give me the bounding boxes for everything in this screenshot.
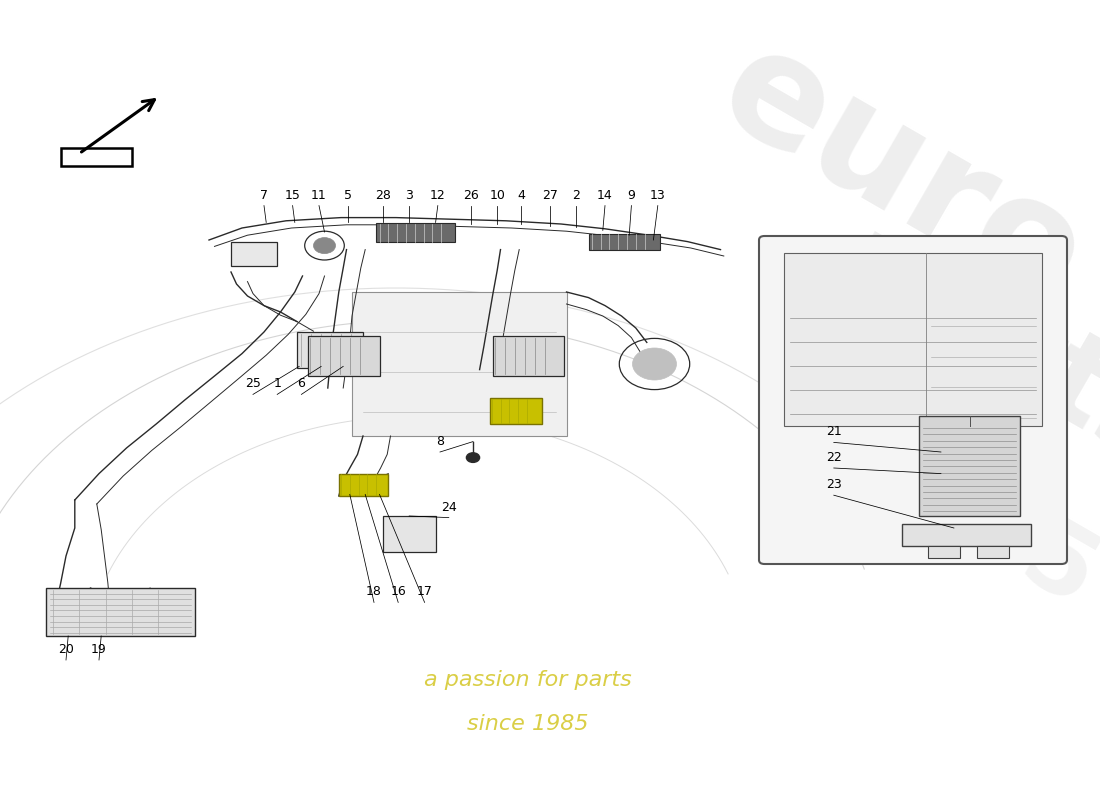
Text: 14: 14	[597, 189, 613, 202]
Text: 1: 1	[273, 378, 282, 390]
Text: a passion for parts: a passion for parts	[425, 670, 631, 690]
FancyBboxPatch shape	[308, 336, 380, 376]
FancyBboxPatch shape	[784, 253, 1042, 426]
Text: 8: 8	[436, 435, 444, 448]
FancyBboxPatch shape	[588, 234, 660, 250]
Circle shape	[466, 453, 480, 462]
Text: 11: 11	[311, 189, 327, 202]
FancyBboxPatch shape	[902, 524, 1031, 546]
FancyBboxPatch shape	[490, 398, 542, 424]
FancyBboxPatch shape	[339, 474, 388, 496]
FancyBboxPatch shape	[376, 223, 455, 242]
Text: 28: 28	[375, 189, 390, 202]
Text: 4: 4	[517, 189, 526, 202]
FancyBboxPatch shape	[297, 332, 363, 368]
Text: 17: 17	[417, 586, 432, 598]
Text: 12: 12	[430, 189, 446, 202]
FancyBboxPatch shape	[383, 516, 436, 552]
Text: 25: 25	[245, 378, 261, 390]
Text: 6: 6	[297, 378, 306, 390]
FancyBboxPatch shape	[918, 416, 1020, 516]
Circle shape	[632, 348, 676, 380]
Text: 21: 21	[826, 426, 842, 438]
FancyBboxPatch shape	[928, 546, 960, 558]
Text: 19: 19	[91, 643, 107, 656]
FancyBboxPatch shape	[977, 546, 1010, 558]
Text: 13: 13	[650, 189, 666, 202]
Text: parts: parts	[816, 207, 1100, 497]
Text: since 1985: since 1985	[468, 714, 588, 734]
FancyBboxPatch shape	[493, 336, 564, 376]
Text: euro: euro	[695, 14, 1100, 338]
Text: 26: 26	[463, 189, 478, 202]
FancyBboxPatch shape	[46, 588, 195, 636]
Text: 22: 22	[826, 451, 842, 464]
Text: 7: 7	[260, 189, 268, 202]
Text: 2: 2	[572, 189, 581, 202]
Text: 18: 18	[366, 586, 382, 598]
Text: 15: 15	[285, 189, 300, 202]
FancyBboxPatch shape	[352, 292, 566, 436]
Text: 20: 20	[58, 643, 74, 656]
Circle shape	[314, 238, 336, 254]
Text: 3: 3	[405, 189, 414, 202]
Text: 10: 10	[490, 189, 505, 202]
Text: 9: 9	[627, 189, 636, 202]
FancyBboxPatch shape	[759, 236, 1067, 564]
Text: 23: 23	[826, 478, 842, 491]
FancyBboxPatch shape	[231, 242, 277, 266]
Text: 24: 24	[441, 501, 456, 514]
Text: 1985: 1985	[823, 409, 1100, 631]
Text: 5: 5	[343, 189, 352, 202]
Text: 27: 27	[542, 189, 558, 202]
Text: 16: 16	[390, 586, 406, 598]
